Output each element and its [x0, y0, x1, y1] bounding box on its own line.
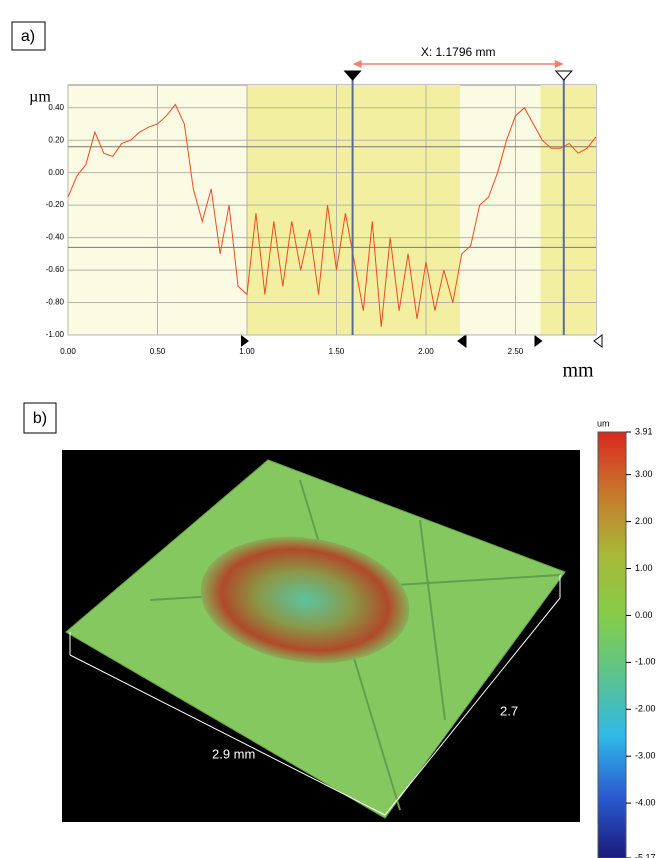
cursor-marker: [343, 70, 362, 81]
colorbar-tick-label: -3.00: [635, 751, 656, 761]
region-marker: [457, 334, 467, 348]
dimension-label: 2.9 mm: [212, 746, 255, 761]
colorbar-label: um: [597, 418, 610, 428]
y-tick-label: 0.00: [48, 168, 64, 177]
y-tick-label: -0.80: [46, 298, 65, 307]
wear-spot: [200, 536, 410, 664]
arrow-head: [554, 60, 564, 68]
x-tick-label: 0.50: [150, 347, 166, 356]
colorbar-tick-label: -5.17: [635, 852, 656, 858]
colorbar-tick-label: -2.00: [635, 704, 656, 714]
scratch: [419, 519, 446, 721]
colorbar-tick-label: 0.00: [635, 610, 653, 620]
region-marker: [240, 335, 249, 347]
x-tick-label: 2.00: [418, 347, 434, 356]
colorbar-tick-label: 2.00: [635, 516, 653, 526]
frame-line: [69, 597, 561, 816]
x-tick-label: 1.00: [239, 347, 255, 356]
y-tick-label: 0.40: [48, 103, 64, 112]
surface-image: 2.9 mm 2.7: [62, 450, 580, 822]
region-marker: [534, 335, 543, 347]
colorbar-tick-label: -1.00: [635, 657, 656, 667]
distance-annotation: X: 1.1796 mm: [421, 45, 496, 59]
y-tick-label: -0.60: [46, 265, 65, 274]
colorbar-tick-label: 3.91: [635, 426, 653, 436]
x-tick-label: 0.00: [60, 347, 76, 356]
cursor-marker: [554, 70, 573, 81]
panel-label: b): [33, 410, 47, 427]
y-axis-label: µm: [29, 89, 51, 106]
y-tick-label: -1.00: [46, 330, 65, 339]
panel-box: [23, 402, 57, 434]
y-tick-label: -0.20: [46, 200, 65, 209]
profile-plot: 0.40 0.20 0.00 -0.20 -0.40 -0.60 -0.80 -1.00 0.0…: [46, 45, 603, 356]
y-tick-label: 0.20: [48, 135, 64, 144]
colorbar-scale: [597, 431, 627, 858]
x-tick-label: 2.50: [508, 347, 524, 356]
highlight-region: [540, 85, 596, 335]
colorbar-tick-label: 1.00: [635, 563, 653, 573]
y-tick-label: -0.40: [46, 233, 65, 242]
arrow-head: [352, 60, 362, 68]
panel-label: a): [21, 28, 35, 45]
x-axis-label: mm: [562, 360, 594, 382]
colorbar: 3.91 3.00 2.00 1.00 0.00 -1.00 -2.00 -3.00 -4.00…: [597, 426, 656, 858]
x-tick-label: 1.50: [329, 347, 345, 356]
panel-box: [11, 21, 46, 51]
colorbar-tick-label: -4.00: [635, 797, 656, 807]
profile-line: [67, 103, 597, 327]
colorbar-tick-label: 3.00: [635, 469, 653, 479]
dimension-label: 2.7: [500, 703, 518, 718]
region-marker: [593, 334, 603, 348]
